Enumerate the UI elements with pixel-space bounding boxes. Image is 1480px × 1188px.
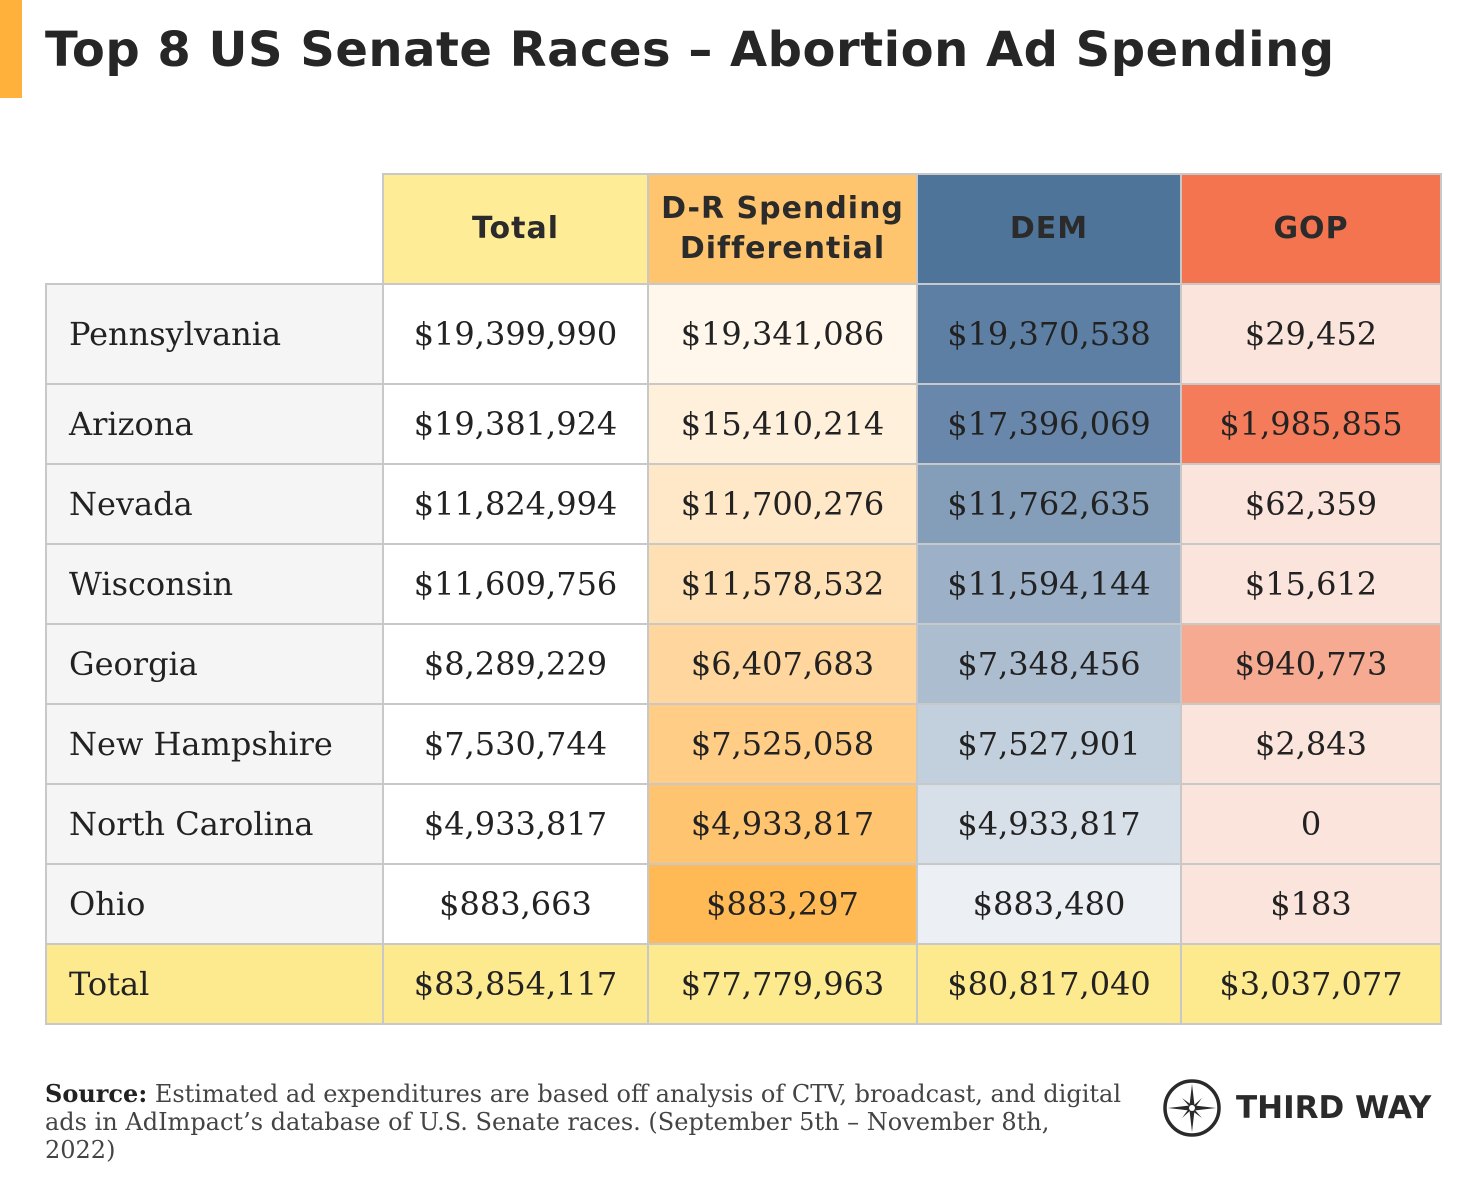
- state-cell: Wisconsin: [45, 543, 384, 625]
- total-row: Total $83,854,117 $77,779,963 $80,817,040 $3…: [45, 943, 1442, 1025]
- value-cell: $19,370,538: [916, 283, 1182, 385]
- value-cell: $17,396,069: [916, 383, 1182, 465]
- value-cell: $62,359: [1180, 463, 1442, 545]
- value-cell: $1,985,855: [1180, 383, 1442, 465]
- value-cell: $19,381,924: [382, 383, 649, 465]
- value-cell: $11,700,276: [647, 463, 918, 545]
- state-cell: Ohio: [45, 863, 384, 945]
- value-cell: $7,525,058: [647, 703, 918, 785]
- state-cell: Pennsylvania: [45, 283, 384, 385]
- header-gop: GOP: [1180, 173, 1442, 285]
- table-body: Pennsylvania $19,399,990 $19,341,086 $19,37…: [45, 283, 1442, 1025]
- state-cell: Georgia: [45, 623, 384, 705]
- source-label: Source:: [45, 1079, 148, 1108]
- value-cell: $11,762,635: [916, 463, 1182, 545]
- header-differential-line1: D-R Spending: [661, 190, 904, 226]
- state-cell: New Hampshire: [45, 703, 384, 785]
- total-value-cell: $77,779,963: [647, 943, 918, 1025]
- value-cell: $29,452: [1180, 283, 1442, 385]
- value-cell: $11,609,756: [382, 543, 649, 625]
- value-cell: $4,933,817: [916, 783, 1182, 865]
- source-note: Source: Estimated ad expenditures are ba…: [45, 1079, 1125, 1165]
- value-cell: $883,480: [916, 863, 1182, 945]
- value-cell: $11,824,994: [382, 463, 649, 545]
- table-row: Nevada $11,824,994 $11,700,276 $11,762,635 $…: [45, 463, 1442, 545]
- value-cell: $8,289,229: [382, 623, 649, 705]
- page-title: Top 8 US Senate Races – Abortion Ad Spen…: [45, 22, 1335, 78]
- state-cell: Nevada: [45, 463, 384, 545]
- header-total: Total: [382, 173, 649, 285]
- spending-table: Total D-R Spending Differential DEM GOP P…: [45, 173, 1442, 1025]
- value-cell: $6,407,683: [647, 623, 918, 705]
- header-row: Total D-R Spending Differential DEM GOP: [46, 173, 1442, 285]
- table-row: Wisconsin $11,609,756 $11,578,532 $11,594,1…: [45, 543, 1442, 625]
- value-cell: $11,594,144: [916, 543, 1182, 625]
- table-row: Georgia $8,289,229 $6,407,683 $7,348,456 $94…: [45, 623, 1442, 705]
- value-cell: $7,527,901: [916, 703, 1182, 785]
- total-label-cell: Total: [45, 943, 384, 1025]
- value-cell: $940,773: [1180, 623, 1442, 705]
- compass-star-icon: [1163, 1079, 1221, 1137]
- table-row: Pennsylvania $19,399,990 $19,341,086 $19,37…: [45, 283, 1442, 385]
- value-cell: $7,348,456: [916, 623, 1182, 705]
- value-cell: $19,341,086: [647, 283, 918, 385]
- third-way-logo: THIRD WAY: [1162, 1078, 1431, 1138]
- value-cell: $11,578,532: [647, 543, 918, 625]
- table-row: Ohio $883,663 $883,297 $883,480 $183: [45, 863, 1442, 945]
- value-cell: $883,663: [382, 863, 649, 945]
- header-blank: [46, 174, 383, 285]
- value-cell: $15,410,214: [647, 383, 918, 465]
- title-accent-bar: [0, 0, 22, 98]
- header-differential: D-R Spending Differential: [647, 173, 918, 285]
- value-cell: $2,843: [1180, 703, 1442, 785]
- value-cell: $15,612: [1180, 543, 1442, 625]
- header-dem: DEM: [916, 173, 1182, 285]
- logo-text: THIRD WAY: [1236, 1090, 1432, 1126]
- value-cell: $7,530,744: [382, 703, 649, 785]
- total-value-cell: $83,854,117: [382, 943, 649, 1025]
- value-cell: $4,933,817: [647, 783, 918, 865]
- table-row: North Carolina $4,933,817 $4,933,817 $4,933…: [45, 783, 1442, 865]
- header-differential-line2: Differential: [679, 231, 886, 266]
- source-text: Estimated ad expenditures are based off …: [45, 1080, 1122, 1164]
- total-value-cell: $80,817,040: [916, 943, 1182, 1025]
- total-value-cell: $3,037,077: [1180, 943, 1442, 1025]
- value-cell: $883,297: [647, 863, 918, 945]
- table-row: Arizona $19,381,924 $15,410,214 $17,396,069…: [45, 383, 1442, 465]
- value-cell: $19,399,990: [382, 283, 649, 385]
- table-row: New Hampshire $7,530,744 $7,525,058 $7,527,…: [45, 703, 1442, 785]
- value-cell: $183: [1180, 863, 1442, 945]
- state-cell: North Carolina: [45, 783, 384, 865]
- value-cell: 0: [1180, 783, 1442, 865]
- state-cell: Arizona: [45, 383, 384, 465]
- value-cell: $4,933,817: [382, 783, 649, 865]
